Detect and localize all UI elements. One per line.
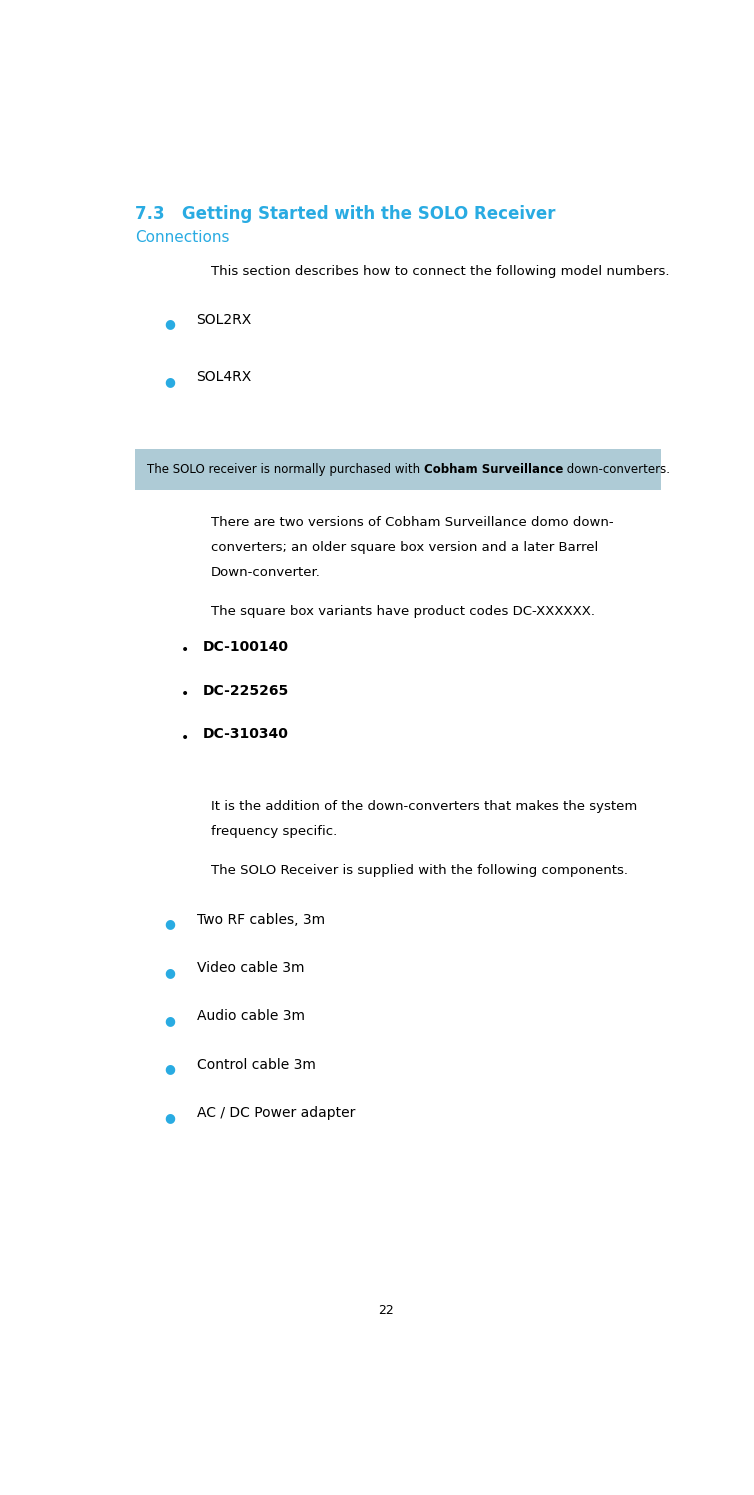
Text: Cobham Surveillance: Cobham Surveillance [424, 463, 563, 475]
Text: Two RF cables, 3m: Two RF cables, 3m [197, 912, 325, 927]
Text: ●: ● [165, 375, 176, 389]
Text: frequency specific.: frequency specific. [211, 825, 337, 839]
Text: AC / DC Power adapter: AC / DC Power adapter [197, 1106, 355, 1120]
Text: DC-310340: DC-310340 [202, 728, 288, 742]
Text: ●: ● [165, 918, 176, 930]
Text: ●: ● [165, 966, 176, 979]
Text: 7.3   Getting Started with the SOLO Receiver: 7.3 Getting Started with the SOLO Receiv… [135, 205, 556, 223]
Text: Control cable 3m: Control cable 3m [197, 1058, 315, 1072]
Text: The SOLO receiver is normally purchased with: The SOLO receiver is normally purchased … [147, 463, 424, 475]
Text: down-converters.: down-converters. [563, 463, 670, 475]
Text: Video cable 3m: Video cable 3m [197, 961, 304, 975]
Text: DC-100140: DC-100140 [202, 640, 288, 653]
Text: It is the addition of the down-converters that makes the system: It is the addition of the down-converter… [211, 800, 637, 813]
Text: Connections: Connections [135, 230, 230, 245]
Text: DC-225265: DC-225265 [202, 683, 289, 698]
Text: The square box variants have product codes DC-XXXXXX.: The square box variants have product cod… [211, 605, 595, 619]
FancyBboxPatch shape [135, 448, 661, 490]
Text: •: • [181, 688, 189, 701]
Text: SOL4RX: SOL4RX [197, 371, 252, 384]
Text: ●: ● [165, 1111, 176, 1124]
Text: ●: ● [165, 1063, 176, 1075]
Text: ●: ● [165, 1014, 176, 1027]
Text: The SOLO Receiver is supplied with the following components.: The SOLO Receiver is supplied with the f… [211, 864, 628, 878]
Text: Audio cable 3m: Audio cable 3m [197, 1009, 305, 1024]
Text: ●: ● [165, 317, 176, 330]
Text: Down-converter.: Down-converter. [211, 567, 321, 579]
Text: There are two versions of Cobham Surveillance domo down-: There are two versions of Cobham Surveil… [211, 516, 614, 529]
Text: converters; an older square box version and a later Barrel: converters; an older square box version … [211, 541, 599, 553]
Text: 22: 22 [379, 1304, 394, 1317]
Text: SOL2RX: SOL2RX [197, 312, 252, 327]
Text: •: • [181, 643, 189, 658]
Text: •: • [181, 731, 189, 745]
Text: This section describes how to connect the following model numbers.: This section describes how to connect th… [211, 265, 670, 278]
